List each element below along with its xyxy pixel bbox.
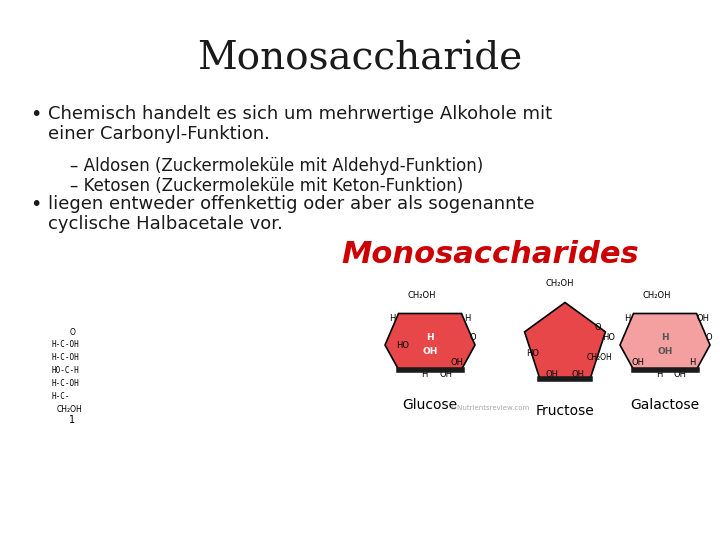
Text: CH₂OH: CH₂OH [643, 291, 671, 300]
Text: OH: OH [451, 358, 464, 367]
Text: HO: HO [397, 341, 410, 349]
Text: CH₂OH: CH₂OH [546, 280, 575, 288]
Text: liegen entweder offenkettig oder aber als sogenannte: liegen entweder offenkettig oder aber al… [48, 195, 535, 213]
Polygon shape [525, 302, 606, 380]
Text: H: H [689, 358, 696, 367]
Text: Fructose: Fructose [536, 404, 595, 418]
Text: H-C-OH: H-C-OH [52, 379, 80, 388]
Text: HO-C-H: HO-C-H [52, 366, 80, 375]
Text: 1: 1 [69, 415, 75, 425]
Text: H: H [661, 334, 669, 342]
Text: H-C-OH: H-C-OH [52, 340, 80, 349]
Text: O: O [595, 323, 601, 333]
Text: OH: OH [571, 370, 584, 379]
Text: CH₂OH: CH₂OH [57, 405, 83, 414]
Text: O: O [70, 328, 76, 337]
Text: O: O [705, 334, 711, 342]
Text: – Aldosen (Zuckermoleküle mit Aldehyd-Funktion): – Aldosen (Zuckermoleküle mit Aldehyd-Fu… [70, 157, 483, 175]
Text: einer Carbonyl-Funktion.: einer Carbonyl-Funktion. [48, 125, 270, 143]
Text: CH₂OH: CH₂OH [586, 353, 612, 362]
Text: H: H [389, 314, 395, 323]
Polygon shape [620, 314, 710, 369]
Text: •: • [30, 195, 41, 214]
Text: HO: HO [602, 334, 615, 342]
Text: OH: OH [674, 370, 687, 379]
Text: H: H [624, 314, 631, 323]
Text: O: O [470, 334, 477, 342]
Text: H: H [421, 370, 428, 379]
Text: OH: OH [696, 314, 709, 323]
Text: Glucose: Glucose [402, 398, 458, 412]
Text: •: • [30, 105, 41, 124]
Text: ©Nutrientsreview.com: ©Nutrientsreview.com [451, 405, 530, 411]
Polygon shape [385, 314, 475, 369]
Text: OH: OH [657, 348, 672, 356]
Text: HO: HO [526, 349, 539, 358]
Text: Monosaccharide: Monosaccharide [197, 40, 523, 77]
Text: H-C-: H-C- [52, 392, 71, 401]
Text: H: H [426, 334, 434, 342]
Text: OH: OH [439, 370, 452, 379]
Text: H-C-OH: H-C-OH [52, 353, 80, 362]
Text: H: H [464, 314, 471, 323]
Text: cyclische Halbacetale vor.: cyclische Halbacetale vor. [48, 215, 283, 233]
Text: Galactose: Galactose [631, 398, 700, 412]
Text: Monosaccharides: Monosaccharides [341, 240, 639, 269]
Text: CH₂OH: CH₂OH [408, 291, 436, 300]
Text: Chemisch handelt es sich um mehrwertige Alkohole mit: Chemisch handelt es sich um mehrwertige … [48, 105, 552, 123]
Text: – Ketosen (Zuckermoleküle mit Keton-Funktion): – Ketosen (Zuckermoleküle mit Keton-Funk… [70, 177, 463, 195]
Text: OH: OH [546, 370, 559, 379]
Text: H: H [656, 370, 662, 379]
Text: OH: OH [423, 348, 438, 356]
Text: OH: OH [631, 358, 644, 367]
